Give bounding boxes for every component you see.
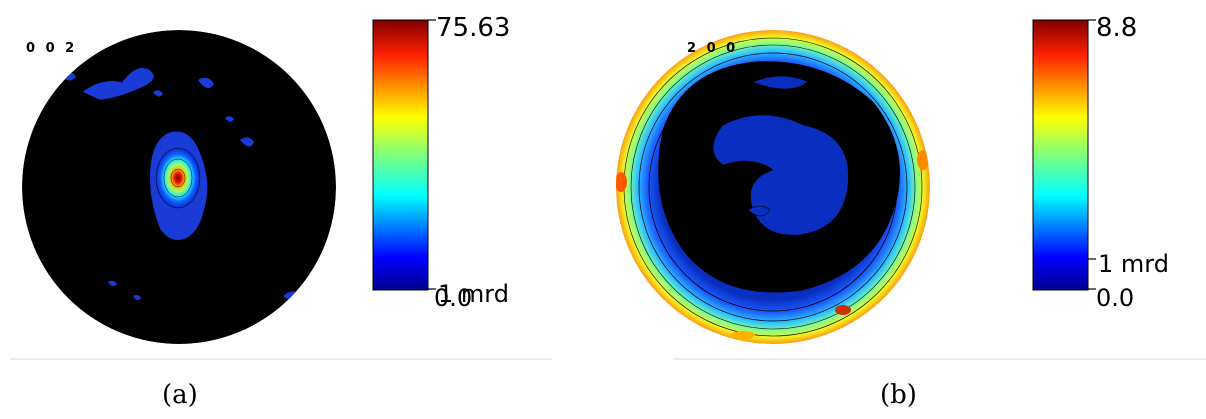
pole-figure-a-svg: 0 0 2 75.63 1 mrd 0.0 bbox=[10, 13, 552, 360]
pole-figure-a bbox=[22, 30, 336, 344]
colorbar-min-label-a: 0.0 bbox=[434, 284, 472, 312]
hot-spot bbox=[917, 150, 929, 170]
blue-patch bbox=[108, 280, 117, 287]
colorbar-mid-label-a: 1 mrd bbox=[438, 280, 509, 308]
hot-spot bbox=[916, 247, 926, 263]
hot-spot bbox=[835, 305, 851, 315]
blue-patch bbox=[798, 181, 806, 186]
panel-b: 2 0 0 8.8 1 mrd 0.0 (b) bbox=[603, 0, 1206, 419]
pole-figure-label-a: 0 0 2 bbox=[26, 41, 77, 56]
caption-b: (b) bbox=[880, 380, 917, 410]
intensity-peak bbox=[155, 147, 201, 209]
blue-patch bbox=[198, 77, 214, 89]
colorbar-max-label-a: 75.63 bbox=[436, 13, 510, 43]
hot-spot bbox=[731, 331, 755, 339]
pole-figure-b bbox=[616, 30, 930, 344]
colorbar-max-label-b: 8.8 bbox=[1096, 13, 1137, 43]
blue-patch bbox=[81, 67, 155, 101]
blue-patch bbox=[240, 137, 254, 147]
colorbar-mid-label-b: 1 mrd bbox=[1098, 250, 1169, 278]
pole-figure-b-svg: 2 0 0 8.8 1 mrd 0.0 bbox=[616, 13, 1206, 360]
blue-patch bbox=[747, 205, 771, 217]
blue-patch bbox=[752, 75, 809, 90]
blue-patch bbox=[153, 90, 163, 97]
blue-patch bbox=[133, 294, 141, 301]
colorbar-a: 75.63 1 mrd 0.0 bbox=[372, 13, 510, 312]
pole-figure-label-b: 2 0 0 bbox=[687, 41, 738, 56]
colorbar-min-label-b: 0.0 bbox=[1096, 284, 1134, 312]
panel-a: 0 0 2 75.63 1 mrd 0.0 (a) bbox=[10, 13, 552, 410]
caption-a: (a) bbox=[162, 380, 198, 410]
colorbar-b: 8.8 1 mrd 0.0 bbox=[1032, 13, 1169, 312]
hot-spot bbox=[616, 172, 627, 192]
blue-patch bbox=[225, 116, 234, 122]
low-intensity-region bbox=[658, 61, 900, 293]
